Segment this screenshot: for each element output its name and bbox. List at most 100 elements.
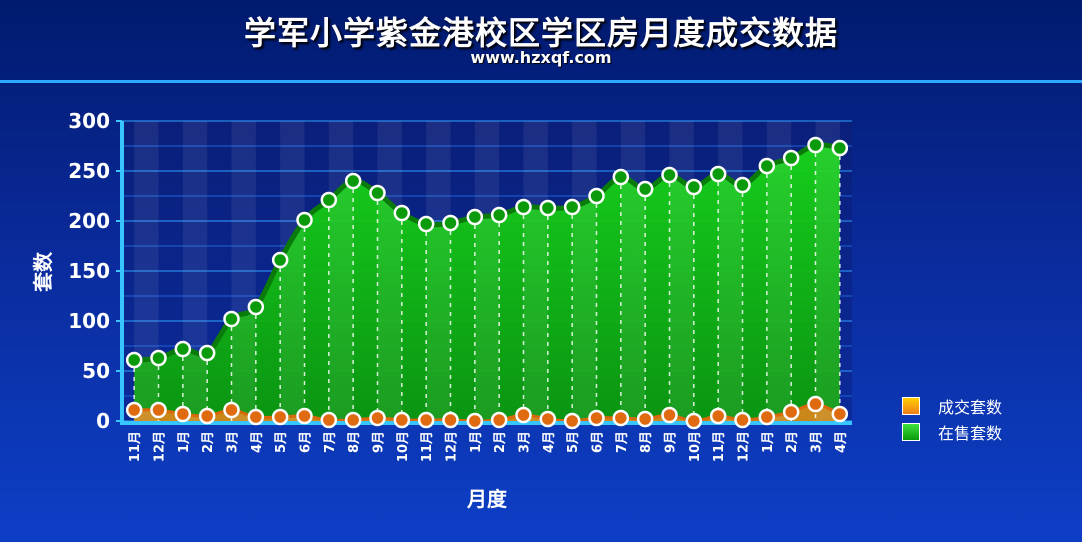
x-tick-label: 11月 <box>420 431 435 462</box>
x-tick-label: 7月 <box>323 431 338 453</box>
listings-point <box>417 215 435 233</box>
x-tick-label: 4月 <box>250 431 265 453</box>
x-tick-label: 2月 <box>493 431 508 453</box>
x-tick-label: 11月 <box>712 431 727 462</box>
listings-point <box>198 344 216 362</box>
listings-point <box>344 172 362 190</box>
x-tick-label: 9月 <box>372 431 387 453</box>
deals-point <box>125 401 143 419</box>
deals-point <box>636 410 654 428</box>
deals-point <box>734 411 751 429</box>
x-tick-label: 12月 <box>445 431 460 462</box>
deals-point <box>223 401 240 419</box>
x-tick-label: 2月 <box>201 431 216 453</box>
deals-point <box>296 407 313 425</box>
x-tick-label: 12月 <box>153 431 168 462</box>
deals-point <box>393 411 411 429</box>
y-tick-label: 250 <box>68 159 110 183</box>
legend-item-deals: 成交套数 <box>902 393 1002 419</box>
stripe <box>620 121 646 421</box>
listings-point <box>709 165 727 183</box>
deals-point <box>661 406 678 424</box>
legend-item-listings: 在售套数 <box>902 419 1002 445</box>
x-tick-label: 12月 <box>737 431 752 462</box>
deals-point <box>563 412 581 430</box>
listings-point <box>539 199 557 217</box>
x-tick-label: 3月 <box>226 431 241 453</box>
x-tick-label: 8月 <box>639 431 654 453</box>
x-tick-label: 11月 <box>128 431 143 462</box>
deals-point <box>490 411 508 429</box>
deals-point <box>344 411 362 429</box>
listings-point <box>636 180 654 198</box>
x-tick-label: 5月 <box>566 431 581 453</box>
chart-title: 学军小学紫金港校区学区房月度成交数据 <box>243 14 838 52</box>
deals-point <box>369 409 386 427</box>
deals-point <box>442 411 459 429</box>
listings-point <box>782 149 800 167</box>
x-tick-label: 4月 <box>834 431 849 453</box>
x-tick-label: 7月 <box>615 431 630 453</box>
y-tick-label: 300 <box>68 109 110 133</box>
legend-label-listings: 在售套数 <box>938 424 1003 443</box>
x-tick-label: 1月 <box>469 431 484 453</box>
listings-point <box>271 251 289 269</box>
deals-point <box>466 412 484 430</box>
stripe <box>572 121 597 421</box>
y-axis-label: 套数 <box>31 251 55 292</box>
deals-point <box>831 405 849 423</box>
deals-point <box>515 406 532 424</box>
listings-point <box>588 187 605 205</box>
y-tick-label: 50 <box>82 359 110 383</box>
x-tick-label: 8月 <box>347 431 362 453</box>
deals-point <box>709 407 727 425</box>
stripe <box>718 121 743 421</box>
stripe <box>815 121 840 421</box>
x-tick-label: 6月 <box>591 431 606 453</box>
stripe <box>523 121 548 421</box>
y-tick-label: 100 <box>68 309 110 333</box>
listings-point <box>490 206 508 224</box>
x-axis-label: 月度 <box>466 487 508 511</box>
deals-point <box>782 403 800 421</box>
x-tick-label: 4月 <box>542 431 557 453</box>
x-tick-label: 1月 <box>761 431 776 453</box>
deals-point <box>150 401 167 419</box>
deals-point <box>320 411 338 429</box>
listings-point <box>563 198 581 216</box>
listings-point <box>734 176 751 194</box>
deals-point <box>198 407 216 425</box>
deals-point <box>271 408 289 426</box>
deals-point <box>539 410 557 428</box>
header: 学军小学紫金港校区学区房月度成交数据 www.hzxqf.com <box>0 0 1082 80</box>
deals-point <box>247 408 265 426</box>
x-tick-label: 5月 <box>274 431 289 453</box>
x-tick-label: 2月 <box>785 431 800 453</box>
listings-point <box>150 349 167 367</box>
x-tick-label: 1月 <box>177 431 192 453</box>
legend-swatch-listings <box>902 423 920 441</box>
listings-point <box>612 168 630 186</box>
stripe <box>669 121 694 421</box>
legend-label-deals: 成交套数 <box>938 398 1003 417</box>
listings-point <box>125 351 143 369</box>
stripe <box>377 121 402 421</box>
listings-point <box>661 166 678 184</box>
deals-point <box>612 409 630 427</box>
listings-point <box>320 191 338 209</box>
deals-point <box>174 405 192 423</box>
x-tick-label: 10月 <box>688 431 703 462</box>
listings-point <box>442 214 459 232</box>
listings-point <box>223 310 240 328</box>
deals-point <box>685 412 703 430</box>
x-tick-label: 3月 <box>810 431 825 453</box>
stripe <box>134 121 159 421</box>
listings-point <box>685 178 703 196</box>
listings-point <box>393 204 411 222</box>
x-tick-label: 6月 <box>299 431 314 453</box>
header-divider <box>0 80 1082 83</box>
listings-point <box>247 298 265 316</box>
listings-point <box>174 340 192 358</box>
